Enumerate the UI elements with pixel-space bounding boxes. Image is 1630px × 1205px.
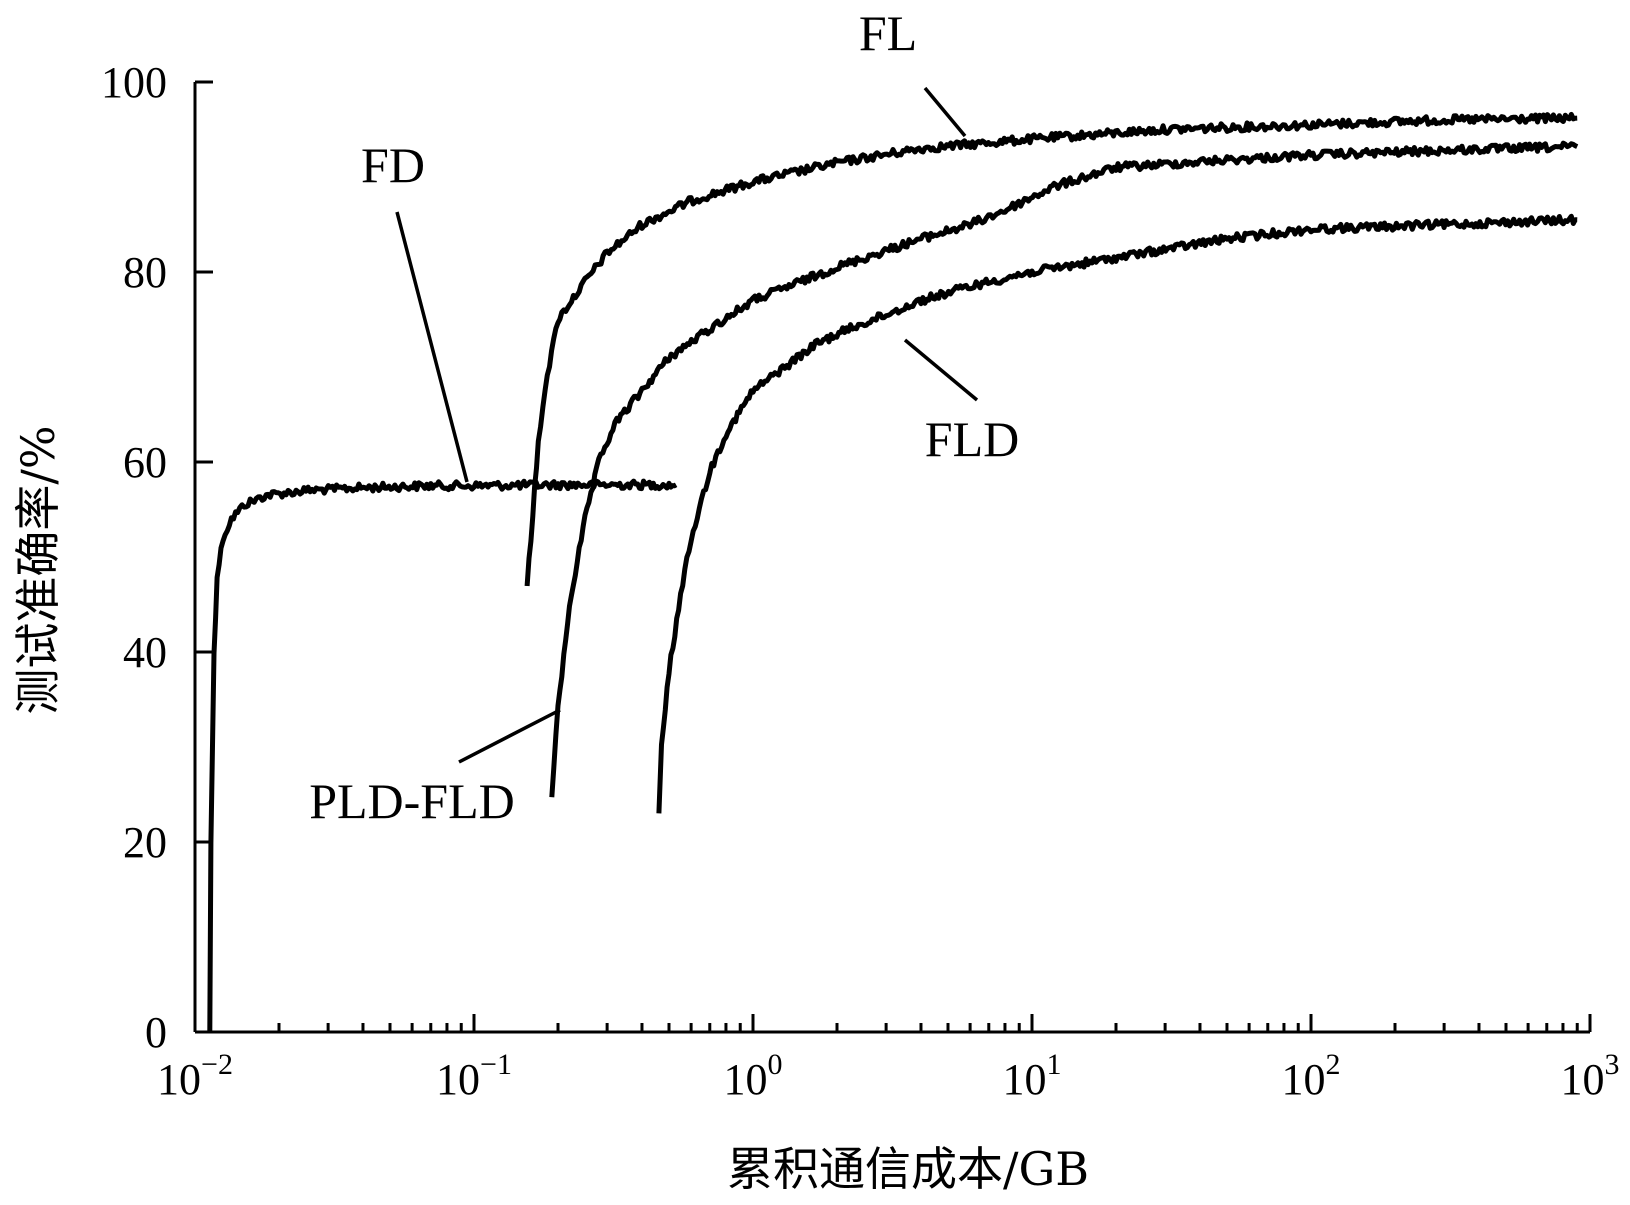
y-axis-title: 测试准确率/%: [11, 425, 65, 714]
y-tick-label: 40: [123, 628, 167, 677]
leader-line-fl: [923, 86, 967, 138]
leader-line-pld-fld: [458, 708, 561, 764]
x-tick-exponent: 0: [768, 1048, 783, 1081]
series-label-fl: FL: [859, 5, 917, 61]
leader-line-fld: [903, 338, 979, 402]
x-ticks: 10−2 10−1 100 101 102 103: [157, 1014, 1620, 1104]
series-labels: FL FD FLD PLD-FLD: [309, 5, 1019, 829]
y-tick-label: 20: [123, 818, 167, 867]
series-line-fd: [207, 478, 678, 1033]
x-tick-exponent: −1: [480, 1048, 512, 1081]
x-tick-exponent: 2: [1326, 1048, 1341, 1081]
x-tick-label: 100: [724, 1048, 783, 1104]
x-tick-label: 102: [1282, 1048, 1341, 1104]
y-tick-label: 60: [123, 438, 167, 487]
leader-line-fd: [395, 211, 469, 483]
x-tick-base: 10: [1003, 1055, 1047, 1104]
series-line-fld: [656, 213, 1578, 814]
x-axis-title: 累积通信成本/GB: [727, 1142, 1089, 1196]
series-group: [207, 111, 1579, 1033]
x-tick-label: 101: [1003, 1048, 1062, 1104]
x-tick-exponent: 1: [1047, 1048, 1062, 1081]
series-line-fl: [524, 111, 1578, 587]
leader-lines: [395, 86, 979, 764]
y-ticks: 0 20 40 60 80 100: [101, 58, 213, 1057]
x-tick-label: 103: [1561, 1048, 1620, 1104]
series-label-fld: FLD: [925, 411, 1019, 467]
x-tick-label: 10−2: [157, 1048, 233, 1104]
x-tick-base: 10: [1561, 1055, 1605, 1104]
series-label-fd: FD: [361, 137, 425, 193]
x-tick-base: 10: [157, 1055, 201, 1104]
y-tick-label: 0: [145, 1008, 167, 1057]
x-tick-base: 10: [724, 1055, 768, 1104]
x-tick-exponent: 3: [1605, 1048, 1620, 1081]
axes: [193, 82, 1590, 1034]
x-tick-exponent: −2: [201, 1048, 233, 1081]
x-tick-base: 10: [436, 1055, 480, 1104]
series-label-pld-fld: PLD-FLD: [309, 773, 515, 829]
y-tick-label: 100: [101, 58, 167, 107]
series-line-pld-fld: [549, 140, 1579, 798]
y-tick-label: 80: [123, 248, 167, 297]
x-tick-label: 10−1: [436, 1048, 512, 1104]
x-tick-base: 10: [1282, 1055, 1326, 1104]
